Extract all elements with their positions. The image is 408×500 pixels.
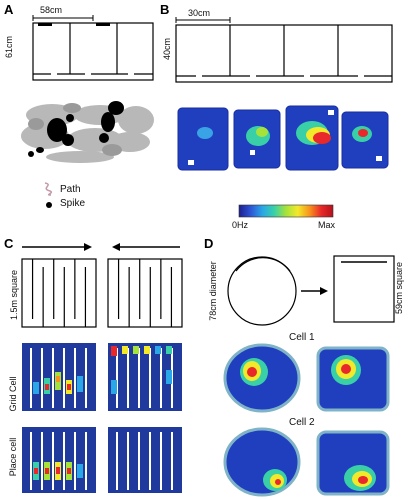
maze-outline bbox=[21, 258, 97, 328]
panel-b-label: B bbox=[160, 2, 170, 17]
path-squiggle-icon bbox=[44, 182, 53, 196]
maze-outline bbox=[107, 258, 183, 328]
colorbar-gradient bbox=[238, 204, 334, 218]
panel-b-colorbar bbox=[238, 204, 334, 218]
panel-b-width-label: 30cm bbox=[188, 8, 211, 18]
panel-c-label: C bbox=[4, 236, 14, 251]
panel-a-width-label: 58cm bbox=[40, 5, 63, 15]
black-dot-icon bbox=[46, 202, 52, 208]
colorbar-max-label: Max bbox=[318, 220, 336, 230]
panel-a-label: A bbox=[4, 2, 14, 17]
cell-2-label: Cell 2 bbox=[289, 417, 315, 428]
colorbar-min-label: 0Hz bbox=[232, 220, 249, 230]
panel-d-label: D bbox=[204, 236, 214, 251]
cell-1-label: Cell 1 bbox=[289, 332, 315, 343]
legend-spike-label: Spike bbox=[60, 198, 86, 209]
legend-path-label: Path bbox=[60, 184, 81, 195]
